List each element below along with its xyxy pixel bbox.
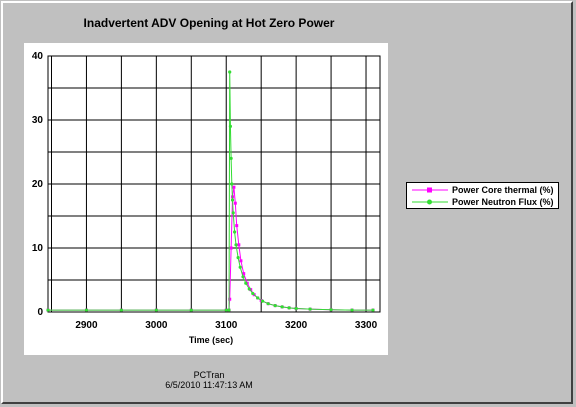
data-point xyxy=(237,243,241,247)
legend-swatch-thermal xyxy=(412,187,448,193)
x-tick-label: 2900 xyxy=(75,320,98,331)
data-point xyxy=(84,308,89,312)
x-tick-label: 3200 xyxy=(285,320,308,331)
data-point xyxy=(154,308,158,312)
data-point xyxy=(308,307,312,311)
data-point xyxy=(244,281,248,285)
data-point xyxy=(230,198,235,202)
data-point xyxy=(287,306,291,310)
data-point xyxy=(247,287,251,291)
data-point xyxy=(238,265,242,269)
data-point xyxy=(229,246,233,250)
legend-item-thermal: Power Core thermal (%) xyxy=(407,184,558,196)
x-tick-label: 3000 xyxy=(145,320,168,331)
legend-item-neutron-flux: Power Neutron Flux (%) xyxy=(407,196,558,208)
data-point xyxy=(280,305,284,309)
data-point xyxy=(329,308,333,312)
data-point xyxy=(371,308,375,312)
data-point xyxy=(235,224,239,228)
data-point xyxy=(227,308,231,312)
legend-swatch-neutron-flux xyxy=(412,199,448,205)
data-point xyxy=(266,302,270,306)
series-line-0 xyxy=(48,187,374,311)
plot-panel: 0 10 20 30 40 2900 3000 3100 3200 3300 Time (sec… xyxy=(24,43,388,355)
y-tick-label: 20 xyxy=(32,179,44,190)
data-point xyxy=(228,70,232,74)
data-point xyxy=(232,185,236,189)
data-point xyxy=(236,256,240,260)
y-tick-label: 30 xyxy=(32,115,44,126)
x-axis-label: Time (sec) xyxy=(189,335,233,345)
data-point xyxy=(251,291,255,296)
data-point xyxy=(234,243,238,247)
y-tick-label: 40 xyxy=(32,51,44,62)
data-point xyxy=(239,259,243,263)
data-point xyxy=(242,272,246,276)
series-lines xyxy=(46,70,375,312)
data-point xyxy=(189,308,193,312)
data-point xyxy=(230,182,234,186)
data-point xyxy=(119,308,123,312)
x-tick-label: 3300 xyxy=(355,320,378,331)
data-point xyxy=(228,124,233,128)
data-point xyxy=(233,201,237,205)
data-point xyxy=(228,297,232,301)
series-line-1 xyxy=(48,71,374,311)
y-tick-label: 10 xyxy=(32,243,44,254)
x-tick-labels: 2900 3000 3100 3200 3300 xyxy=(75,320,377,331)
y-tick-label: 0 xyxy=(37,307,43,318)
data-point xyxy=(273,304,277,308)
y-tick-labels: 0 10 20 30 40 xyxy=(32,51,44,318)
data-point xyxy=(260,299,265,303)
data-point xyxy=(241,275,245,279)
grid xyxy=(47,55,381,313)
data-point xyxy=(350,308,354,312)
footer-program: PCTran xyxy=(193,370,225,380)
footer-timestamp: 6/5/2010 11:47:13 AM xyxy=(165,380,253,390)
data-point xyxy=(256,296,260,300)
data-point xyxy=(229,156,233,160)
legend: Power Core thermal (%) Power Neutron Flu… xyxy=(406,182,559,209)
legend-label-thermal: Power Core thermal (%) xyxy=(452,185,554,195)
chart-title: Inadvertent ADV Opening at Hot Zero Powe… xyxy=(83,16,335,30)
plot-area: 0 10 20 30 40 2900 3000 3100 3200 3300 Time (sec… xyxy=(32,51,381,345)
legend-label-neutron-flux: Power Neutron Flux (%) xyxy=(452,197,554,207)
data-point xyxy=(294,306,298,311)
data-point xyxy=(233,230,237,234)
data-point xyxy=(224,308,228,312)
data-point xyxy=(231,211,235,215)
x-tick-label: 3100 xyxy=(215,320,238,331)
data-point xyxy=(46,308,50,312)
